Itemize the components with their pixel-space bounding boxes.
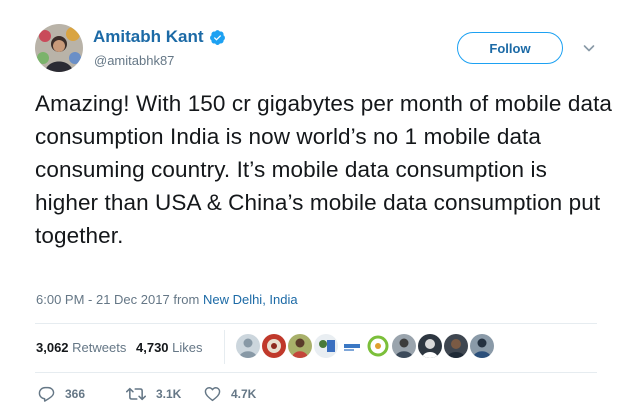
author-handle[interactable]: @amitabhk87 xyxy=(94,53,175,68)
retweets-stat[interactable]: 3,062 Retweets xyxy=(36,340,126,355)
tweet-location[interactable]: New Delhi, India xyxy=(202,292,298,307)
liker-avatar[interactable] xyxy=(236,334,260,358)
like-count: 4.7K xyxy=(231,387,257,401)
retweet-action[interactable]: 3.1K xyxy=(126,386,204,402)
retweets-label: Retweets xyxy=(72,340,127,355)
reply-icon xyxy=(38,386,55,402)
divider-top xyxy=(35,323,597,324)
liker-avatar[interactable] xyxy=(288,334,312,358)
liker-avatar[interactable] xyxy=(392,334,416,358)
verified-badge-icon xyxy=(209,29,225,45)
liker-avatar[interactable] xyxy=(444,334,468,358)
liker-avatar[interactable] xyxy=(262,334,286,358)
like-action[interactable]: 4.7K xyxy=(204,386,256,402)
liker-avatar[interactable] xyxy=(366,334,390,358)
likes-stat[interactable]: 4,730 Likes xyxy=(136,340,203,355)
reply-count: 366 xyxy=(65,387,86,401)
tweet-stats: 3,062 Retweets 4,730 Likes xyxy=(36,340,203,355)
tweet-timestamp[interactable]: 6:00 PM - 21 Dec 2017 xyxy=(36,292,170,307)
tweet-metadata: 6:00 PM - 21 Dec 2017 from New Delhi, In… xyxy=(36,292,298,307)
liker-avatar[interactable] xyxy=(314,334,338,358)
tweet-actions: 366 3.1K 4.7K xyxy=(38,385,256,403)
chevron-down-icon[interactable] xyxy=(583,42,595,54)
retweet-count: 3.1K xyxy=(156,387,182,401)
retweets-count: 3,062 xyxy=(36,340,69,355)
liker-avatar[interactable] xyxy=(418,334,442,358)
author-name[interactable]: Amitabh Kant xyxy=(93,27,226,47)
likes-count: 4,730 xyxy=(136,340,169,355)
liker-avatar[interactable] xyxy=(340,334,364,358)
tweet-text: Amazing! With 150 cr gigabytes per month… xyxy=(35,91,613,248)
likes-label: Likes xyxy=(172,340,203,355)
divider-bottom xyxy=(35,372,597,373)
author-name-text[interactable]: Amitabh Kant xyxy=(93,27,204,46)
reply-action[interactable]: 366 xyxy=(38,386,126,402)
liker-avatars xyxy=(236,334,494,360)
liker-avatar[interactable] xyxy=(470,334,494,358)
author-avatar[interactable] xyxy=(35,24,83,72)
retweet-icon xyxy=(126,387,146,401)
heart-icon xyxy=(204,387,221,402)
follow-button[interactable]: Follow xyxy=(457,32,563,64)
from-label: from xyxy=(173,292,200,307)
stats-separator xyxy=(224,330,225,364)
